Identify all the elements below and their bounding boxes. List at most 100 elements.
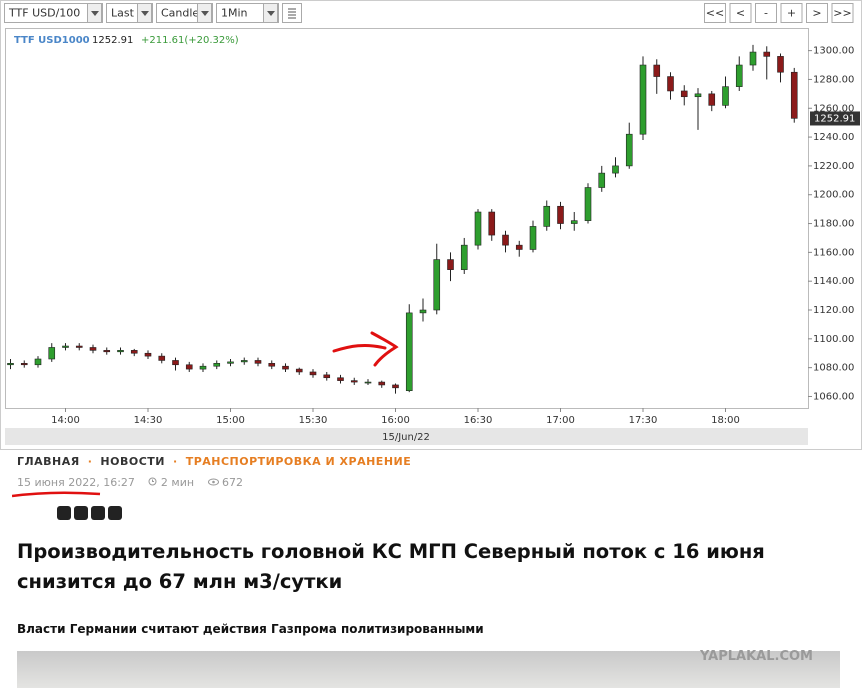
nav-button[interactable] xyxy=(755,3,777,23)
candle-body xyxy=(89,347,97,351)
candle-body xyxy=(502,234,509,246)
candle-body xyxy=(584,187,592,221)
candle-body xyxy=(48,347,56,360)
candle-body xyxy=(749,51,757,66)
candle-body xyxy=(117,350,124,353)
x-tick-label: 14:00 xyxy=(51,415,80,426)
select-arrow xyxy=(201,11,209,16)
candle-body xyxy=(158,355,166,361)
y-tick-label: 1100.00 xyxy=(813,334,854,345)
candle-body xyxy=(515,244,523,250)
y-tick-label: 1300.00 xyxy=(813,46,854,57)
breadcrumb[interactable]: ГЛАВНАЯ xyxy=(17,455,80,468)
annotation-arrow xyxy=(332,331,399,367)
price: 1252.91 xyxy=(92,35,133,46)
candle-body xyxy=(790,71,798,119)
article: ГЛАВНАЯ · НОВОСТИ · ТРАНСПОРТИРОВКА И ХРАНЕН… xyxy=(12,452,847,636)
candle-body xyxy=(777,56,784,73)
candle-body xyxy=(639,64,647,135)
breadcrumb[interactable]: НОВОСТИ xyxy=(100,455,165,468)
views: 672 xyxy=(222,476,244,489)
article-image xyxy=(17,651,840,688)
nav-button[interactable] xyxy=(780,3,803,23)
select-arrow xyxy=(91,11,99,16)
candle-body xyxy=(763,51,771,57)
article-subtitle: Власти Германии считают действия Газпром… xyxy=(17,622,484,636)
candle-body xyxy=(460,244,468,270)
candle-body xyxy=(405,312,413,392)
nav-label: << xyxy=(706,7,724,20)
x-tick-label: 18:00 xyxy=(711,415,740,426)
candle-body xyxy=(474,211,482,246)
candle-body xyxy=(570,220,578,224)
candle-body xyxy=(130,350,138,354)
candle-body xyxy=(350,380,358,383)
article-title: Производительность головной КС МГП Север… xyxy=(17,540,765,593)
candle-body xyxy=(708,93,716,106)
y-tick-label: 1180.00 xyxy=(813,219,854,230)
last-price-tag xyxy=(810,111,860,126)
candle-body xyxy=(735,64,743,87)
nav-button[interactable] xyxy=(806,3,828,23)
candle-body xyxy=(433,259,441,311)
meta: 15 июня 2022, 16:27 2 мин 672 xyxy=(17,476,847,489)
candle-body xyxy=(309,371,317,376)
candle-body xyxy=(213,363,221,367)
select-arrow xyxy=(141,11,149,16)
candle-body xyxy=(557,205,564,224)
share-icons[interactable] xyxy=(57,505,132,521)
nav-button[interactable] xyxy=(831,3,854,23)
x-tick-label: 16:00 xyxy=(381,415,410,426)
nav-label: - xyxy=(764,7,768,20)
candle-body xyxy=(34,358,42,366)
y-tick-label: 1200.00 xyxy=(813,190,854,201)
candle-body xyxy=(254,360,262,364)
candle-body xyxy=(185,364,193,370)
menu-button[interactable] xyxy=(282,3,302,23)
select-label: TTF USD/100 xyxy=(8,7,80,20)
candle-body xyxy=(7,363,14,366)
candle-body xyxy=(625,133,633,167)
y-tick-label: 1080.00 xyxy=(813,363,854,374)
candle-body xyxy=(295,368,303,373)
candle-body xyxy=(529,226,537,250)
menu-icon xyxy=(288,8,296,19)
candle-body xyxy=(694,93,702,98)
x-tick-label: 17:30 xyxy=(629,415,658,426)
y-tick-label: 1060.00 xyxy=(813,391,854,402)
y-tick-label: 1120.00 xyxy=(813,305,854,316)
select-arrow xyxy=(267,11,275,16)
breadcrumb[interactable]: ТРАНСПОРТИРОВКА И ХРАНЕНИЕ xyxy=(185,455,412,468)
candle-body xyxy=(20,363,28,366)
nav-button[interactable] xyxy=(704,3,726,23)
change: +211.61(+20.32%) xyxy=(141,35,239,46)
candle-body xyxy=(364,381,372,384)
nav-label: + xyxy=(787,7,796,20)
candle-body xyxy=(722,86,729,106)
date-label: 15/Jun/22 xyxy=(382,432,430,443)
candle-body xyxy=(378,381,386,386)
separator: · xyxy=(173,455,178,468)
candle-body xyxy=(612,165,619,174)
candle-body xyxy=(144,352,152,357)
candle-body xyxy=(323,374,331,379)
date: 15 июня 2022, 16:27 xyxy=(17,476,135,489)
candle-body xyxy=(392,384,399,389)
candle-body xyxy=(337,377,344,381)
date-bar xyxy=(5,428,808,445)
nav-button[interactable] xyxy=(729,3,752,23)
eye-icon xyxy=(207,478,219,486)
read-time: 2 мин xyxy=(160,476,195,489)
candle-body xyxy=(199,365,207,370)
x-tick-label: 14:30 xyxy=(134,415,163,426)
candle-body xyxy=(282,365,289,370)
candle-body xyxy=(680,90,688,98)
select-label: Last xyxy=(111,7,135,20)
chart-panel: 15/Jun/22 TTF USD1000 1252.91 +211.61(+2… xyxy=(0,0,862,450)
select[interactable] xyxy=(4,3,103,23)
nav-label: < xyxy=(736,7,745,20)
x-tick-label: 15:30 xyxy=(299,415,328,426)
y-tick-label: 1240.00 xyxy=(813,132,854,143)
x-tick-label: 16:30 xyxy=(464,415,493,426)
